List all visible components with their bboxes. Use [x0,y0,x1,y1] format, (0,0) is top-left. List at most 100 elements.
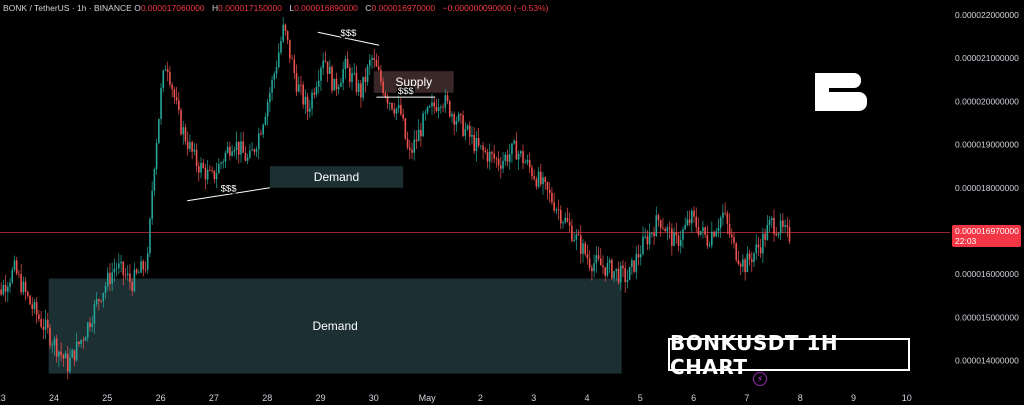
candle-body [80,339,82,345]
candle-body [320,68,322,81]
candle-body [513,140,515,144]
candle-body [433,102,436,107]
candle-body [673,232,675,246]
candle-body [606,263,609,276]
candle-body [515,140,518,160]
candle-body [564,217,567,223]
candle-body [2,284,5,295]
candles-layer [0,17,950,380]
candle-body [668,227,671,229]
candle-body [595,255,598,264]
candle-body [506,154,509,162]
candle-body [91,323,93,328]
candle-body [31,304,34,310]
candle-body [142,261,145,270]
candle-body [597,255,600,259]
liquidity-line-1 [317,31,380,46]
candle-body [431,102,433,107]
bar-countdown: 22:03 [955,236,977,246]
candle-body [138,272,140,274]
liquidity-label-0: $$$ [221,183,238,194]
candle-body [460,113,462,116]
candle-body [453,114,455,125]
candle-body [591,267,593,272]
candle-body [182,127,185,135]
liquidity-label-1: $$$ [341,28,358,39]
zone-demand-1 [269,166,404,188]
candle-body [271,79,273,93]
candle-body [468,125,471,137]
candle-body [60,351,62,355]
x-tick-label: 28 [262,393,272,403]
candle-body [762,233,764,254]
candle-body [35,302,38,315]
candle-body [691,210,693,224]
candle-body [113,268,116,273]
candle-body [349,67,351,82]
candle-body [166,69,169,72]
candle-body [311,92,313,109]
candle-body [78,341,80,345]
candle-body [659,220,662,228]
candle-body [482,145,484,151]
candle-body [55,338,58,357]
candle-body [186,141,189,150]
candle-body [111,272,113,284]
candle-body [695,216,698,228]
candle-body [126,273,129,276]
candle-body [391,103,393,110]
candle-body [686,219,689,225]
candle-body [551,192,553,203]
candle-body [364,76,367,82]
candle-body [480,145,482,147]
candle-body [497,158,500,166]
candle-body [757,244,760,248]
candle-body [415,139,418,142]
candle-body [357,83,360,92]
candle-body [548,189,551,193]
candle-body [380,69,382,82]
candle-body [559,209,562,224]
zone-demand-0 [48,278,622,374]
candle-body [748,253,751,260]
candle-body [586,254,589,259]
candle-body [522,151,524,164]
candle-body [540,171,542,185]
candle-body [599,258,602,266]
lightning-icon[interactable]: ⚡ [753,372,767,386]
candle-body [653,232,655,237]
candle-body [406,138,409,148]
candle-body [149,218,151,254]
candle-body [64,353,67,359]
candle-body [573,240,575,241]
candle-body [384,93,387,97]
candle-body [282,24,284,41]
candle-body [484,150,487,152]
candle-body [408,147,411,150]
candle-body [713,231,715,237]
candle-body [533,176,535,180]
candle-body [164,69,167,71]
candle-body [13,260,16,270]
candle-body [724,212,726,214]
candle-body [102,292,105,302]
candle-body [317,80,320,87]
candle-body [544,177,547,182]
candle-body [566,217,569,222]
candle-body [711,231,713,246]
candle-body [699,230,702,235]
candle-body [451,114,453,117]
candle-body [257,133,260,150]
candle-body [733,237,735,244]
candle-body [151,190,153,219]
candle-body [184,127,187,142]
candle-body [775,233,778,236]
candle-body [202,162,205,168]
candle-body [671,228,673,246]
candle-body [29,295,31,305]
candle-body [53,338,56,346]
candle-body [4,284,7,292]
candle-body [495,158,498,160]
candle-body [642,236,644,255]
